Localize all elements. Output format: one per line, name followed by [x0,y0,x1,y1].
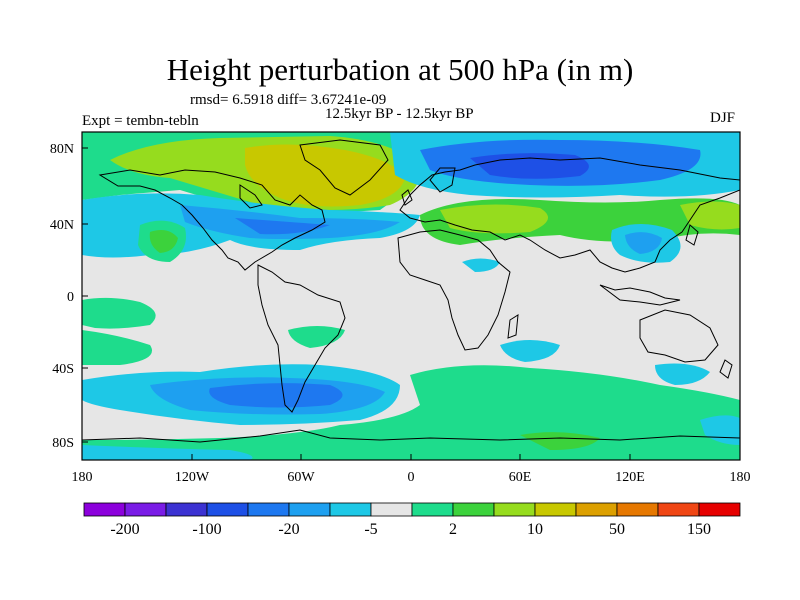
colorbar-swatch [165,502,208,517]
colorbar-swatch [534,502,577,517]
coast-north-america [98,169,326,271]
coast-madagascar [507,314,519,339]
colorbar-swatch [452,502,495,517]
colorbar-label: 50 [609,521,625,538]
period-label: 12.5kyr BP - 12.5kyr BP [325,106,474,122]
stats-line: rmsd= 6.5918 diff= 3.67241e-09 [190,92,387,108]
lon-label: 120W [175,470,210,485]
southern-ocean-indian-core [520,432,600,450]
longitude-axis: 180 120W 60W 0 60E 120E 180 [72,454,751,485]
lat-label: 80N [50,142,74,157]
coast-africa [397,229,511,351]
colorbar-swatch [288,502,331,517]
colorbar-swatch [575,502,618,517]
southern-ocean-atlantic-center [209,383,343,408]
north-atlantic-negative-center [235,218,330,235]
pacific-ne-positive [680,201,740,230]
africa-negative [462,258,500,272]
colorbar-label: -20 [278,521,299,538]
colorbar-swatch [124,502,167,517]
lat-label: 40N [50,218,74,233]
coast-antarctica [82,429,740,443]
coast-eurasia [399,157,740,273]
colorbar-label: 150 [687,521,711,538]
mediterranean-positive-core [440,204,548,234]
indian-ocean-negative [500,340,560,362]
coast-scandinavia [429,167,456,193]
colorbar-swatch [83,502,126,517]
map-title: Height perturbation at 500 hPa (in m) [166,52,634,87]
coast-south-america [257,264,346,413]
coast-greenland [299,139,389,196]
lat-label: 0 [67,290,74,305]
south-pacific-green-band [82,330,152,365]
colorbar-swatch [657,502,700,517]
colorbar-swatch [411,502,454,517]
colorbar-swatch [247,502,290,517]
colorbar-swatch [329,502,372,517]
north-atlantic-negative-core [180,205,400,239]
australia-negative [655,363,710,385]
experiment-label: Expt = tembn-tebln [82,113,199,129]
colorbar-label: -200 [110,521,139,538]
lon-label: 180 [72,470,93,485]
colorbar-swatch [370,502,413,517]
season-label: DJF [710,110,736,126]
lon-label: 0 [408,470,415,485]
contour-fills [82,132,740,460]
south-pacific-positive [82,297,156,329]
colorbar-swatch [616,502,659,517]
colorbar-swatch [493,502,536,517]
lat-label: 80S [52,436,74,451]
east-asia-negative-core [625,232,662,254]
colorbar-label: -100 [192,521,221,538]
coast-japan [685,224,699,246]
coastlines [82,139,740,443]
lat-label: 40S [52,362,74,377]
colorbar-label: 10 [527,521,543,538]
colorbar-swatch [698,502,741,517]
coast-hudson-bay [239,184,263,209]
map-panel [82,132,740,460]
coast-maritime-asia [599,284,681,306]
lon-label: 120E [615,470,645,485]
coast-new-zealand [719,359,733,379]
lon-label: 180 [730,470,751,485]
lon-label: 60W [287,470,315,485]
coast-britain [401,189,413,206]
coast-australia [639,309,719,363]
colorbar: -200 -100 -20 -5 2 10 50 150 [83,502,741,538]
colorbar-label: 2 [449,521,457,538]
colorbar-label: -5 [364,521,377,538]
antarctic-negative [82,445,253,460]
latitude-axis: 80N 40N 0 40S 80S [50,142,88,451]
north-pacific-green-core [149,230,178,253]
lon-label: 60E [509,470,532,485]
colorbar-swatch [206,502,249,517]
